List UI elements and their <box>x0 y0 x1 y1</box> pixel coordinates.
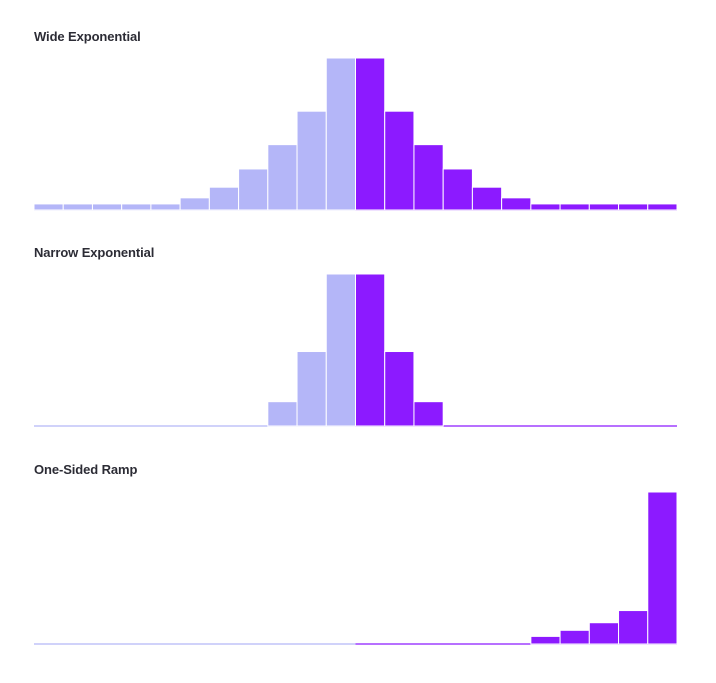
chart-title: One-Sided Ramp <box>34 462 138 477</box>
chart-title: Narrow Exponential <box>34 245 155 260</box>
chart-panel-narrow-exponential: Narrow Exponential <box>34 245 677 427</box>
bar <box>618 610 649 645</box>
bar <box>384 110 415 211</box>
bar <box>588 622 620 645</box>
bar <box>384 351 415 427</box>
bar <box>296 351 327 427</box>
bar <box>442 168 473 211</box>
chart-one-sided-ramp <box>34 491 678 645</box>
chart-narrow-exponential <box>34 273 677 427</box>
bar <box>647 491 678 645</box>
bar <box>530 635 561 645</box>
bar <box>413 401 444 427</box>
bar <box>647 203 678 211</box>
bar <box>325 273 357 427</box>
bar <box>267 401 298 427</box>
chart-wide-exponential <box>33 57 678 211</box>
bar <box>267 144 298 211</box>
bar <box>325 57 357 211</box>
chart-panel-one-sided-ramp: One-Sided Ramp <box>34 462 678 645</box>
bar <box>559 629 590 645</box>
bar <box>355 273 386 427</box>
chart-panel-wide-exponential: Wide Exponential <box>0 0 716 220</box>
chart-title: Wide Exponential <box>34 29 141 44</box>
